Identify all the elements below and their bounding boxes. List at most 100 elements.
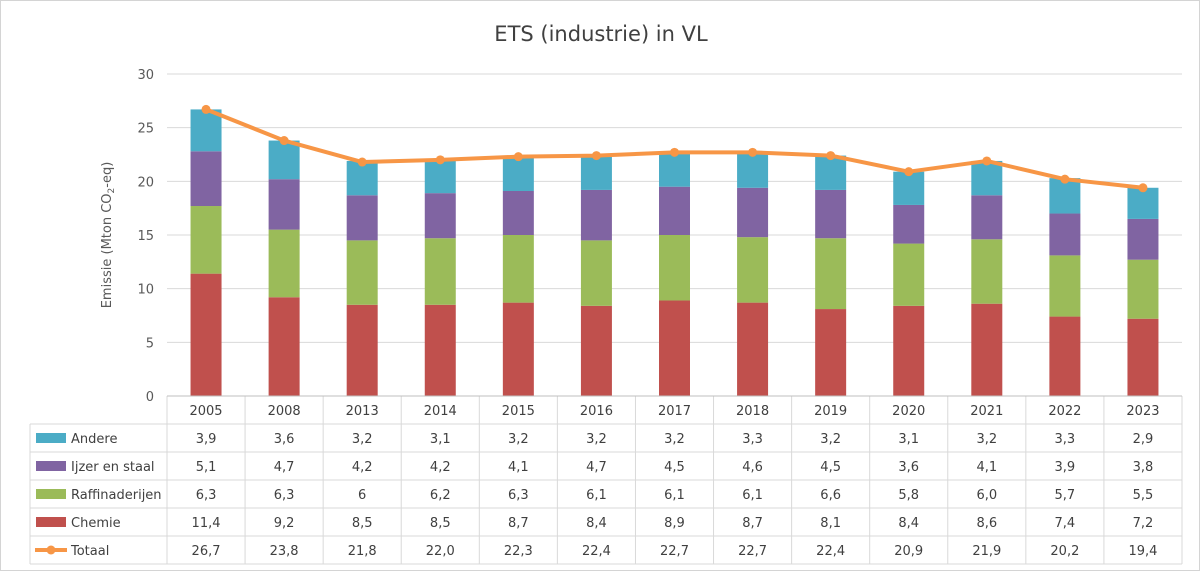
table-cell-chemie-2015: 8,7 xyxy=(508,516,529,531)
legend-label-raffinaderijen: Raffinaderijen xyxy=(71,488,162,503)
table-cell-ijzer-en-staal-2023: 3,8 xyxy=(1133,460,1154,475)
table-cell-raffinaderijen-2020: 5,8 xyxy=(898,488,919,503)
table-cell-ijzer-en-staal-2022: 3,9 xyxy=(1055,460,1076,475)
bar-ijzer-en-staal-2005 xyxy=(190,151,222,207)
table-cell-ijzer-en-staal-2016: 4,7 xyxy=(586,460,607,475)
legend-label-ijzer-en-staal: Ijzer en staal xyxy=(71,460,155,475)
table-cell-raffinaderijen-2018: 6,1 xyxy=(742,488,763,503)
table-cell-ijzer-en-staal-2018: 4,6 xyxy=(742,460,763,475)
table-cell-andere-2008: 3,6 xyxy=(274,432,295,447)
table-cell-ijzer-en-staal-2015: 4,1 xyxy=(508,460,529,475)
x-tick-label: 2023 xyxy=(1126,404,1159,419)
bar-raffinaderijen-2005 xyxy=(190,206,222,274)
table-cell-andere-2016: 3,2 xyxy=(586,432,607,447)
bar-ijzer-en-staal-2021 xyxy=(971,195,1003,240)
data-table: 2005 2008 2013 2014 2015 2016 2017 2018 2019 2020… xyxy=(29,395,1183,565)
totaal-point-2014 xyxy=(435,155,445,165)
bar-ijzer-en-staal-2017 xyxy=(659,186,690,235)
bar-segments xyxy=(190,109,1159,396)
table-cell-totaal-2019: 22,4 xyxy=(816,544,845,559)
bar-chemie-2016 xyxy=(580,305,612,396)
totaal-point-2013 xyxy=(357,157,367,167)
totaal-point-2019 xyxy=(826,151,836,161)
x-tick-label: 2014 xyxy=(424,404,457,419)
bar-andere-2018 xyxy=(737,152,769,188)
y-tick-label: 20 xyxy=(137,175,154,190)
x-tick-label: 2020 xyxy=(892,404,925,419)
bar-raffinaderijen-2023 xyxy=(1127,259,1159,319)
y-tick-label: 0 xyxy=(146,390,154,405)
bar-raffinaderijen-2008 xyxy=(268,229,300,298)
table-cell-andere-2013: 3,2 xyxy=(352,432,373,447)
table-cell-chemie-2008: 9,2 xyxy=(274,516,295,531)
x-tick-label: 2008 xyxy=(268,404,301,419)
table-cell-ijzer-en-staal-2021: 4,1 xyxy=(976,460,997,475)
bar-raffinaderijen-2016 xyxy=(580,240,612,306)
table-cell-chemie-2005: 11,4 xyxy=(192,516,221,531)
bar-raffinaderijen-2019 xyxy=(815,238,847,310)
bar-chemie-2021 xyxy=(971,303,1003,396)
table-cell-ijzer-en-staal-2020: 3,6 xyxy=(898,460,919,475)
legend-label-andere: Andere xyxy=(71,432,117,447)
table-cell-totaal-2023: 19,4 xyxy=(1128,544,1157,559)
y-axis-ticks: 0 5 10 15 20 25 30 xyxy=(137,68,154,405)
table-cell-andere-2005: 3,9 xyxy=(196,432,217,447)
totaal-point-2020 xyxy=(904,167,914,177)
totaal-point-2008 xyxy=(279,136,289,146)
table-cell-chemie-2016: 8,4 xyxy=(586,516,607,531)
table-cell-totaal-2016: 22,4 xyxy=(582,544,611,559)
bar-chemie-2022 xyxy=(1049,316,1081,396)
bar-chemie-2005 xyxy=(190,273,222,396)
y-tick-label: 5 xyxy=(146,336,154,351)
table-cell-totaal-2013: 21,8 xyxy=(348,544,377,559)
totaal-line xyxy=(201,104,1148,193)
table-cell-chemie-2017: 8,9 xyxy=(664,516,685,531)
legend-swatch-andere xyxy=(36,433,66,443)
legend-marker-totaal xyxy=(46,545,56,555)
bar-andere-2021 xyxy=(971,160,1003,196)
legend-label-chemie: Chemie xyxy=(71,516,121,531)
totaal-point-2022 xyxy=(1060,174,1070,184)
table-cell-raffinaderijen-2023: 5,5 xyxy=(1133,488,1154,503)
bar-chemie-2023 xyxy=(1127,318,1159,396)
table-cell-raffinaderijen-2021: 6,0 xyxy=(976,488,997,503)
x-tick-label: 2017 xyxy=(658,404,691,419)
table-cell-chemie-2014: 8,5 xyxy=(430,516,451,531)
bar-chemie-2008 xyxy=(268,297,300,396)
bar-ijzer-en-staal-2023 xyxy=(1127,218,1159,260)
bar-raffinaderijen-2014 xyxy=(424,238,456,305)
table-cell-raffinaderijen-2013: 6 xyxy=(358,488,366,503)
bar-andere-2014 xyxy=(424,159,456,194)
bar-andere-2016 xyxy=(580,155,612,190)
table-cell-raffinaderijen-2005: 6,3 xyxy=(196,488,217,503)
bar-ijzer-en-staal-2022 xyxy=(1049,213,1081,256)
table-cell-andere-2019: 3,2 xyxy=(820,432,841,447)
table-cell-ijzer-en-staal-2005: 5,1 xyxy=(196,460,217,475)
y-tick-label: 15 xyxy=(137,229,154,244)
x-tick-label: 2016 xyxy=(580,404,613,419)
bar-ijzer-en-staal-2015 xyxy=(502,190,534,235)
table-cell-raffinaderijen-2008: 6,3 xyxy=(274,488,295,503)
bar-andere-2008 xyxy=(268,140,300,180)
bar-ijzer-en-staal-2019 xyxy=(815,189,847,239)
table-cell-andere-2021: 3,2 xyxy=(976,432,997,447)
bar-chemie-2013 xyxy=(346,304,378,396)
bar-raffinaderijen-2020 xyxy=(893,243,925,306)
table-cell-chemie-2018: 8,7 xyxy=(742,516,763,531)
table-cell-andere-2022: 3,3 xyxy=(1055,432,1076,447)
chart-title: ETS (industrie) in VL xyxy=(494,22,708,46)
x-tick-label: 2022 xyxy=(1048,404,1081,419)
table-cell-chemie-2022: 7,4 xyxy=(1055,516,1076,531)
table-cell-chemie-2021: 8,6 xyxy=(976,516,997,531)
x-tick-label: 2013 xyxy=(346,404,379,419)
table-cell-chemie-2020: 8,4 xyxy=(898,516,919,531)
table-cell-raffinaderijen-2015: 6,3 xyxy=(508,488,529,503)
totaal-point-2018 xyxy=(748,147,758,157)
bar-raffinaderijen-2022 xyxy=(1049,255,1081,317)
totaal-point-2016 xyxy=(591,151,601,161)
table-cell-totaal-2021: 21,9 xyxy=(972,544,1001,559)
bar-raffinaderijen-2015 xyxy=(502,235,534,303)
bar-raffinaderijen-2013 xyxy=(346,240,378,305)
